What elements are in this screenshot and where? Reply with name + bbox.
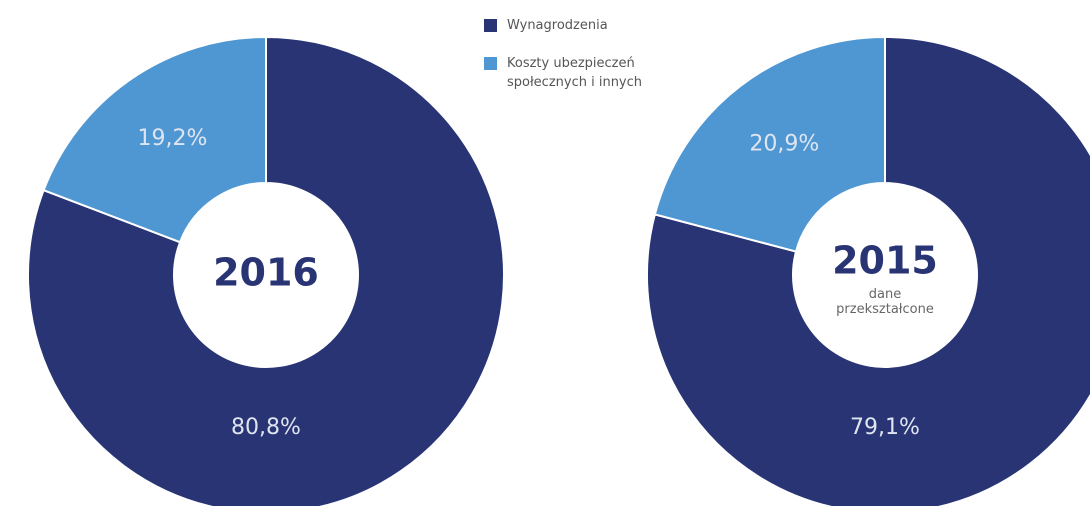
legend-label: Koszty ubezpieczeń społecznych i innych [507,56,643,90]
legend-item: Koszty ubezpieczeń społecznych i innych [484,54,667,92]
value-label: 80,8% [231,415,301,440]
legend-label: Wynagrodzenia [507,18,608,33]
donut-hole [175,184,357,366]
chart-title: 2016 [213,251,319,295]
value-label: 79,1% [850,415,920,440]
slice [653,35,886,253]
legend-swatch [484,19,497,32]
chart-title: 2015 [832,239,938,283]
slice [27,35,505,506]
legend-item: Wynagrodzenia [484,16,667,35]
value-label: 19,2% [137,126,207,151]
value-label: 20,9% [749,131,819,156]
legend-swatch [484,57,497,70]
chart-subtitle: dane przekształcone [836,287,934,317]
slice [646,35,1090,506]
slice [42,35,267,244]
donut-hole [794,184,976,366]
